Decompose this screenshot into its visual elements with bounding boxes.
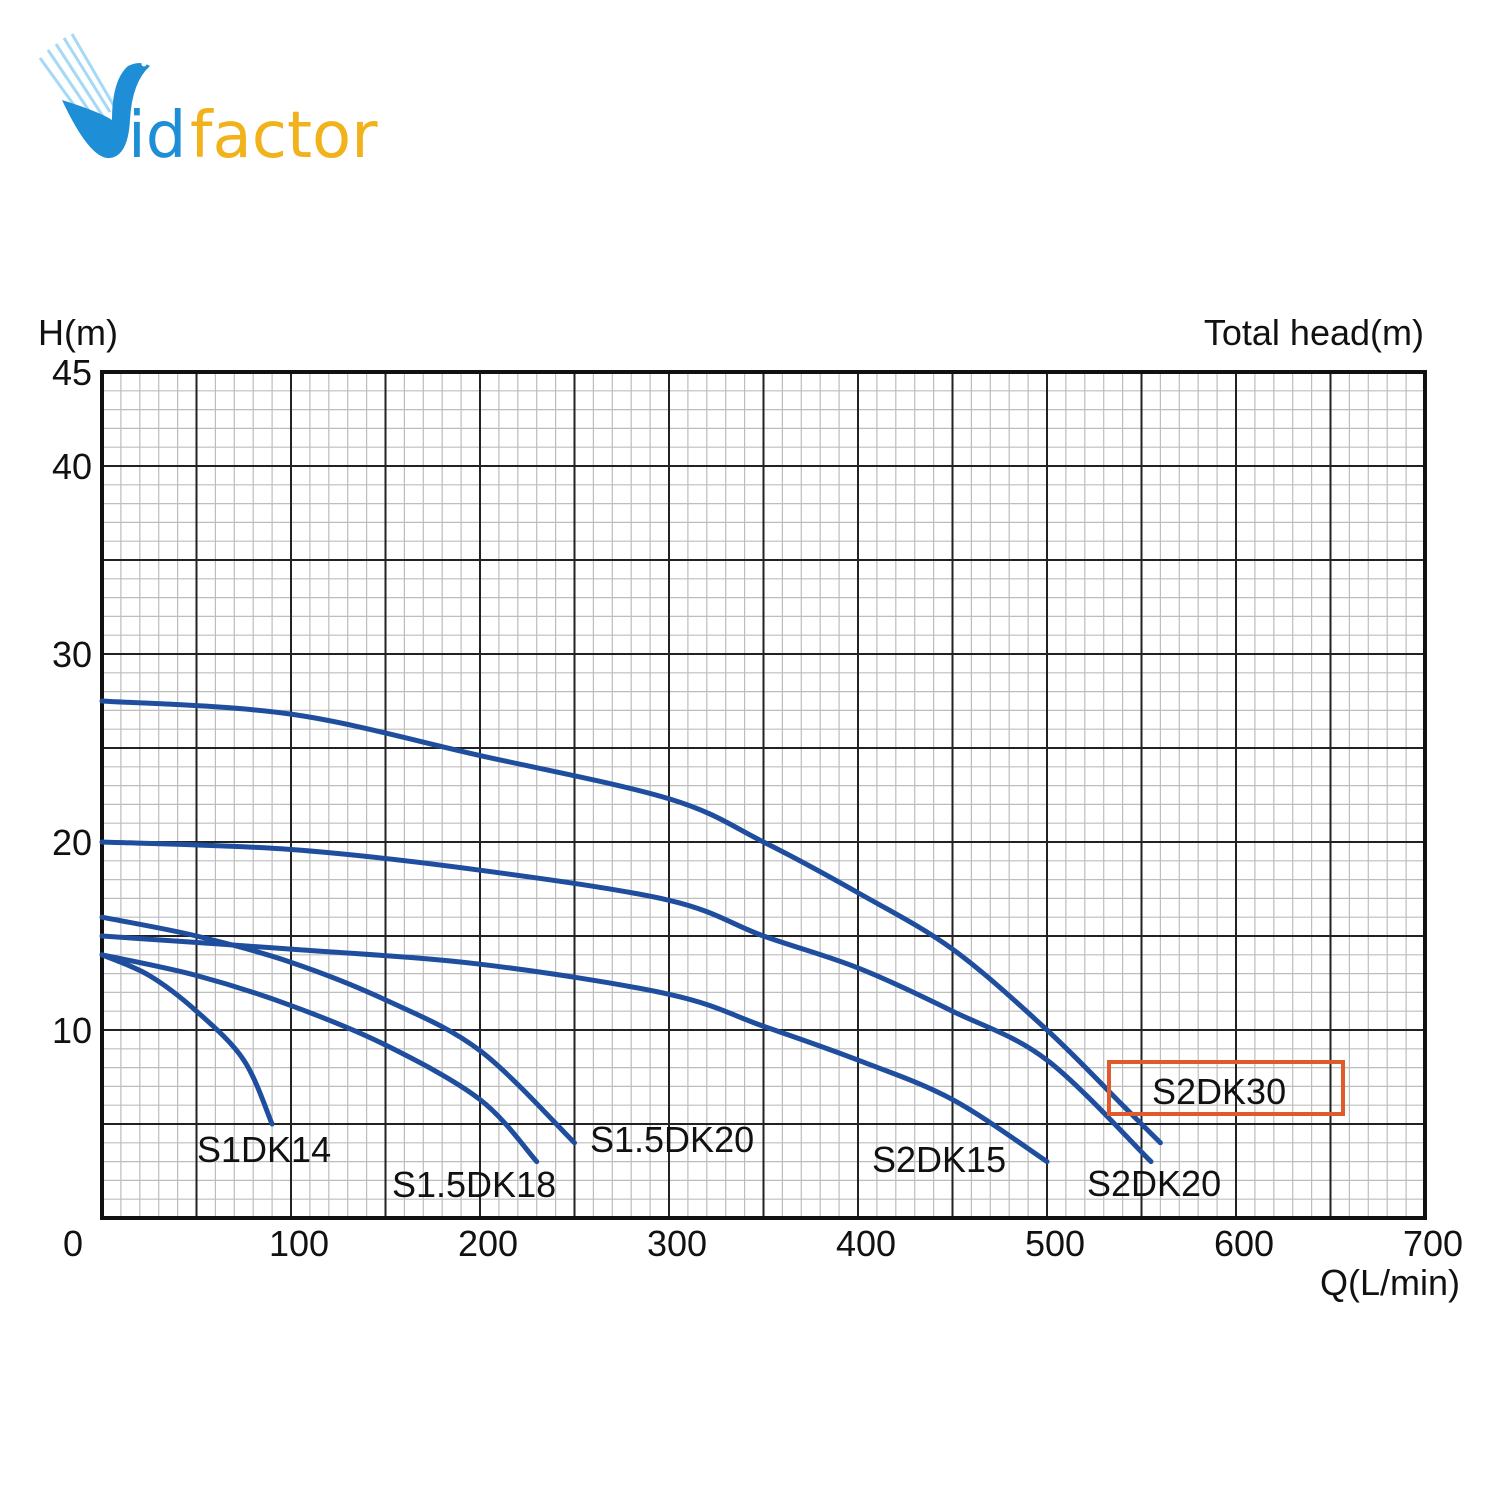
x-tick-label: 600 <box>1214 1223 1274 1264</box>
y-tick-label: 40 <box>52 446 92 487</box>
curve-s2dk15 <box>99 933 1050 1165</box>
plot-frame <box>100 370 1427 1220</box>
y-tick-label: 10 <box>52 1010 92 1051</box>
curve-s2dk20 <box>99 839 1154 1165</box>
y-axis-label: H(m) <box>38 312 118 353</box>
logo-bird-icon <box>38 33 150 159</box>
curves <box>99 698 1163 1165</box>
x-tick-label: 200 <box>458 1223 518 1264</box>
logo: id factor <box>38 33 378 173</box>
logo-text-factor: factor <box>190 99 378 173</box>
x-tick-label: 100 <box>269 1223 329 1264</box>
series-label: S2DK30 <box>1152 1071 1286 1112</box>
series-label: S1.5DK18 <box>392 1164 556 1205</box>
x-tick-label: 400 <box>836 1223 896 1264</box>
y-tick-label: 45 <box>52 352 92 393</box>
curve-s1-5dk20 <box>99 914 577 1146</box>
highlight-box <box>1107 1060 1345 1116</box>
x-tick-label: 700 <box>1403 1223 1463 1264</box>
curve-s1dk14 <box>99 952 275 1127</box>
series-label: S2DK15 <box>872 1139 1006 1180</box>
series-labels: S1DK14 S1.5DK18 S1.5DK20 S2DK15 S2DK20 S2DK30 <box>197 1060 1345 1205</box>
logo-text-id: id <box>128 99 186 173</box>
series-label: S1.5DK20 <box>590 1119 754 1160</box>
tick-labels: 0 100 200 300 400 500 600 700 10 20 30 40 45 <box>52 352 1463 1264</box>
series-label: S1DK14 <box>197 1129 331 1170</box>
y-axis-label-right: Total head(m) <box>1204 312 1424 353</box>
x-tick-label: 0 <box>63 1223 83 1264</box>
major-grid <box>101 371 1426 1219</box>
x-tick-label: 300 <box>647 1223 707 1264</box>
y-tick-label: 30 <box>52 634 92 675</box>
x-axis-label: Q(L/min) <box>1320 1262 1460 1303</box>
curve-s1-5dk18 <box>99 952 540 1165</box>
curve-s2dk30 <box>99 698 1163 1146</box>
series-label: S2DK20 <box>1087 1163 1221 1204</box>
y-tick-label: 20 <box>52 822 92 863</box>
x-tick-label: 500 <box>1025 1223 1085 1264</box>
